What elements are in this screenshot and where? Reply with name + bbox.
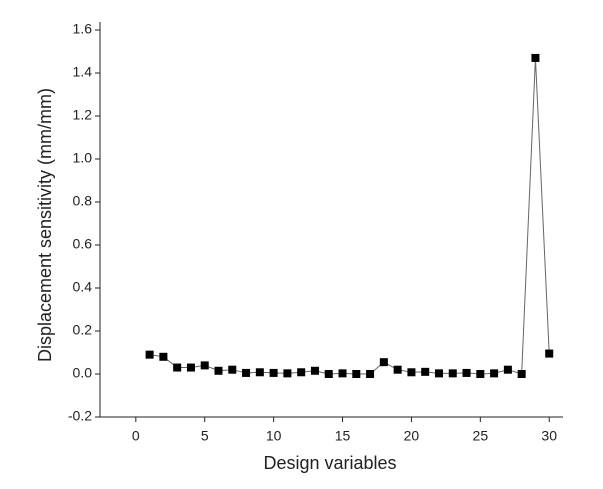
- data-point: [159, 352, 168, 361]
- y-tick-label: 1.0: [73, 150, 93, 166]
- data-point: [462, 368, 471, 377]
- data-point: [379, 358, 388, 367]
- data-point: [352, 370, 361, 378]
- data-point: [297, 368, 306, 377]
- data-point: [310, 366, 319, 375]
- data-point: [407, 368, 416, 377]
- data-point: [255, 368, 264, 377]
- y-tick-label: 0.8: [73, 193, 93, 209]
- data-point: [503, 365, 512, 374]
- data-point: [545, 349, 554, 358]
- x-tick-label: 5: [201, 428, 209, 444]
- x-axis-title: Design variables: [263, 453, 396, 473]
- x-tick-label: 25: [473, 428, 489, 444]
- series-line: [149, 57, 550, 375]
- data-point: [366, 370, 375, 378]
- y-tick-label: -0.2: [68, 408, 92, 424]
- x-tick-label: 20: [404, 428, 420, 444]
- y-tick-label: 1.4: [73, 64, 93, 80]
- data-point: [517, 370, 526, 378]
- x-tick-label: 15: [335, 428, 351, 444]
- data-point: [173, 363, 182, 372]
- y-tick-label: 0.6: [73, 236, 93, 252]
- data-point: [338, 369, 347, 378]
- data-point: [393, 365, 402, 374]
- x-tick-label: 10: [266, 428, 282, 444]
- x-tick-label: 30: [541, 428, 557, 444]
- data-point: [200, 361, 209, 370]
- y-tick-label: 0.0: [73, 365, 93, 381]
- data-point: [490, 369, 499, 378]
- data-point: [242, 368, 251, 377]
- x-tick-label: 0: [132, 428, 140, 444]
- data-point: [434, 369, 443, 378]
- data-point: [531, 53, 540, 62]
- y-tick-label: 0.2: [73, 322, 93, 338]
- data-point: [228, 365, 237, 374]
- data-point: [145, 350, 154, 359]
- y-tick-label: 0.4: [73, 279, 93, 295]
- data-point: [476, 370, 485, 378]
- y-tick-label: 1.6: [73, 21, 93, 37]
- data-point: [269, 368, 278, 377]
- data-point: [448, 369, 457, 378]
- y-axis-title: Displacement sensitivity (mm/mm): [35, 88, 55, 362]
- data-point: [421, 367, 430, 376]
- data-point: [283, 369, 292, 378]
- y-tick-label: 1.2: [73, 107, 93, 123]
- data-point: [324, 370, 333, 378]
- data-point: [186, 363, 195, 372]
- data-point: [214, 366, 223, 375]
